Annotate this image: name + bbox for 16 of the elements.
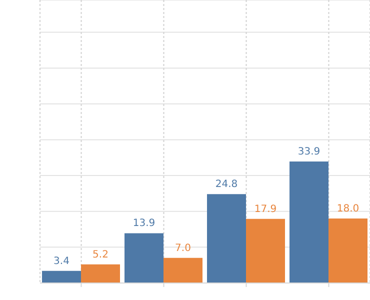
data-label: 13.9 — [132, 218, 156, 230]
bar — [207, 194, 246, 283]
data-label: 33.9 — [298, 146, 320, 158]
bar — [124, 233, 164, 283]
data-label: 17.9 — [254, 204, 277, 215]
bar — [164, 258, 202, 283]
bar — [42, 270, 81, 283]
bar — [81, 264, 120, 283]
data-label: 7.0 — [175, 242, 191, 254]
data-label: 24.8 — [215, 179, 238, 190]
bar — [290, 162, 328, 283]
data-label: 3.4 — [54, 256, 70, 267]
data-label: 18.0 — [336, 204, 360, 215]
data-label: 5.2 — [92, 249, 108, 260]
bar — [328, 218, 368, 283]
bar — [246, 218, 285, 283]
